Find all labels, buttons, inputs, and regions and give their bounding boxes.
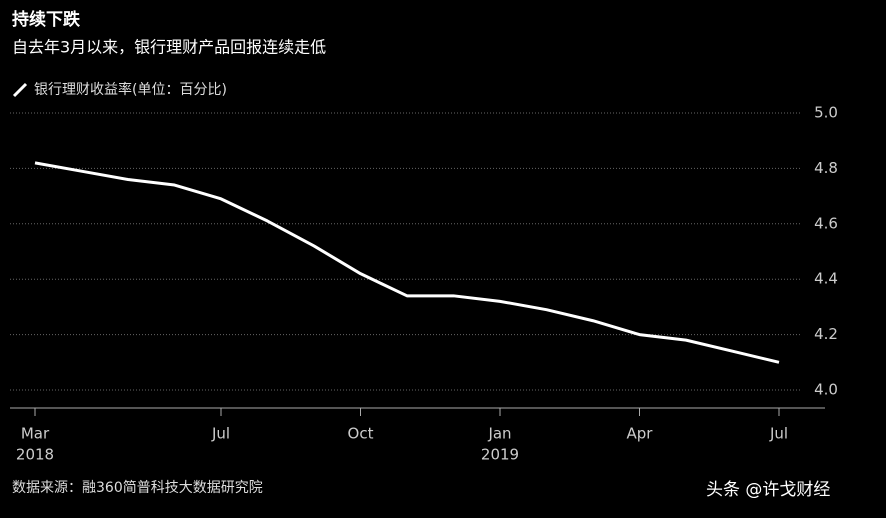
y-tick-label: 4.6: [814, 214, 838, 232]
y-tick-label: 5.0: [814, 104, 838, 122]
x-tick-label: Jan: [487, 425, 511, 443]
line-series: [34, 161, 780, 364]
y-tick-label: 4.0: [814, 380, 838, 398]
y-tick-label: 4.8: [814, 159, 838, 177]
x-year-label: 2019: [481, 446, 519, 464]
x-tick-label: Jul: [769, 425, 788, 443]
legend-swatch: [12, 82, 28, 98]
y-tick-label: 4.4: [814, 270, 838, 288]
y-tick-label: 4.2: [814, 325, 838, 343]
watermark: 头条 @许戈财经: [706, 480, 830, 500]
x-tick-label: Mar: [21, 425, 50, 443]
x-tick-label: Oct: [348, 425, 374, 443]
chart-subtitle: 自去年3月以来，银行理财产品回报连续走低: [12, 38, 326, 57]
x-year-label: 2018: [16, 446, 54, 464]
legend-label: 银行理财收益率(单位：百分比): [34, 81, 227, 98]
chart-title: 持续下跌: [12, 9, 81, 30]
source: 数据来源：融360简普科技大数据研究院: [12, 479, 263, 496]
x-tick-label: Apr: [627, 425, 654, 443]
x-tick-label: Jul: [211, 425, 230, 443]
